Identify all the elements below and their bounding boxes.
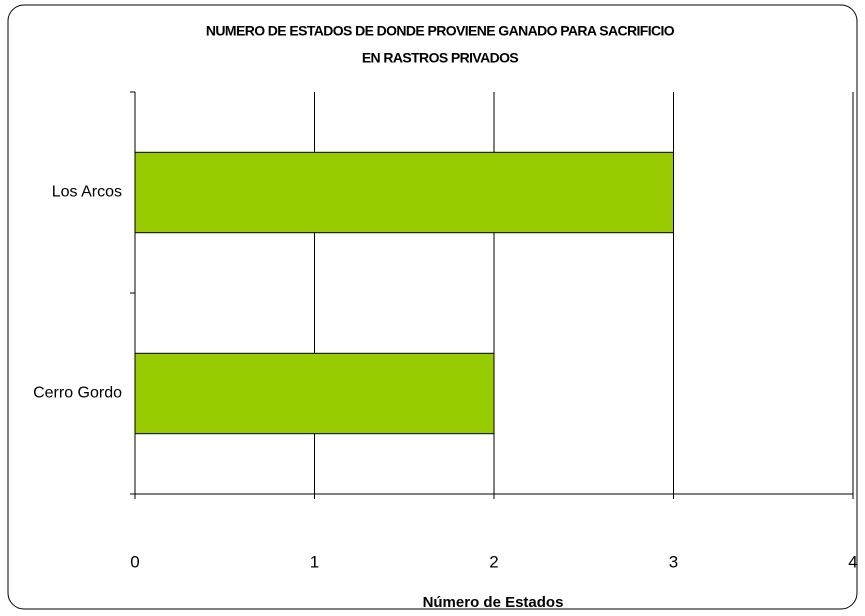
x-tick-label: 2 (489, 552, 498, 571)
chart-title: EN RASTROS PRIVADOS (362, 50, 519, 66)
bar (134, 352, 495, 435)
chart-title: NUMERO DE ESTADOS DE DONDE PROVIENE GANA… (206, 23, 675, 39)
x-tick-label: 3 (669, 552, 678, 571)
y-tick-label: Cerro Gordo (33, 385, 122, 402)
bar (134, 151, 674, 234)
x-tick-label: 1 (310, 552, 319, 571)
x-tick-label: 4 (848, 552, 857, 571)
x-tick-label: 0 (130, 552, 139, 571)
y-tick-label: Los Arcos (52, 184, 122, 201)
x-axis-label: Número de Estados (423, 594, 564, 611)
